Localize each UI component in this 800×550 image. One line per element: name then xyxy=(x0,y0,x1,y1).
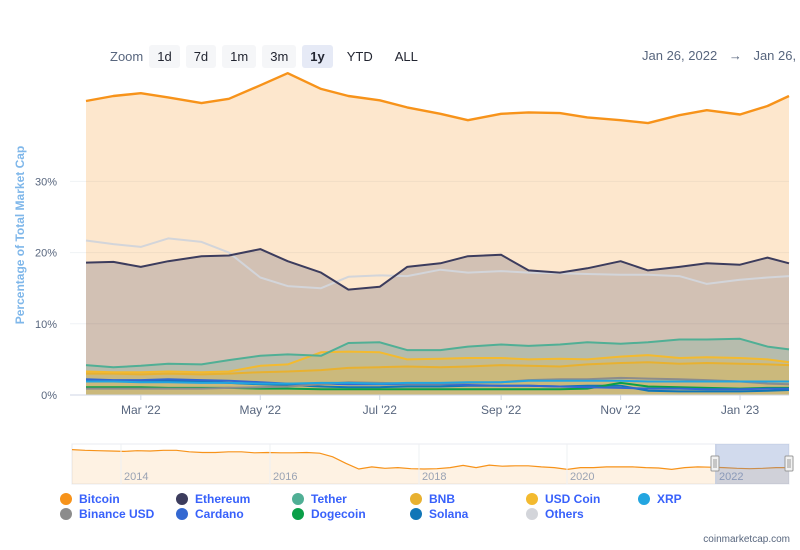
navigator-tick-label: 2020 xyxy=(570,471,594,483)
legend-item-bitcoin[interactable]: Bitcoin xyxy=(60,492,120,506)
legend-label: Ethereum xyxy=(195,492,251,506)
series-area-bitcoin xyxy=(86,73,789,395)
series-line-usd-coin[interactable] xyxy=(85,350,790,374)
legend-label: Dogecoin xyxy=(311,507,366,521)
x-tick-label: Jul '22 xyxy=(363,403,398,417)
legend-item-usd-coin[interactable]: USD Coin xyxy=(526,492,600,506)
range-arrow: → xyxy=(728,48,742,63)
y-tick-label: 0% xyxy=(41,390,57,402)
navigator-tick-label: 2018 xyxy=(422,471,446,483)
legend-label: Cardano xyxy=(195,507,244,521)
legend-item-ethereum[interactable]: Ethereum xyxy=(176,492,250,506)
series-line-xrp[interactable] xyxy=(86,379,789,385)
legend-item-others[interactable]: Others xyxy=(526,507,584,521)
legend-item-cardano[interactable]: Cardano xyxy=(176,507,244,521)
zoom-button-3m[interactable]: 3m xyxy=(262,44,297,68)
series-area-ethereum xyxy=(86,249,789,395)
legend-swatch xyxy=(176,508,188,520)
x-tick-label: Sep '22 xyxy=(481,403,522,417)
dominance-chart: 0% 10% 20% 30% Mar '22 May '22 Jul '22 Sep '22 N… xyxy=(13,72,794,485)
navigator-line xyxy=(71,449,789,471)
legend-item-binance-usd[interactable]: Binance USD xyxy=(60,507,154,521)
legend-label: XRP xyxy=(657,492,682,506)
legend-item-tether[interactable]: Tether xyxy=(292,492,347,506)
series-line-tether[interactable] xyxy=(85,337,790,369)
navigator-tick-label: 2014 xyxy=(124,471,148,483)
navigator[interactable]: 2014 2016 2018 2020 2022 xyxy=(71,443,794,485)
zoom-bar: Zoom 1d 7d 1m 3m 1y YTD ALL xyxy=(110,44,432,68)
credit-text: coinmarketcap.com xyxy=(703,534,790,545)
legend-label: Tether xyxy=(311,492,347,506)
legend-swatch xyxy=(526,508,538,520)
zoom-button-all[interactable]: ALL xyxy=(394,48,418,64)
date-range: Jan 26, 2022 → Jan 26, 2 xyxy=(642,48,800,63)
legend-swatch xyxy=(292,508,304,520)
x-tick-label: Jan '23 xyxy=(721,403,760,417)
zoom-button-1m[interactable]: 1m xyxy=(222,44,257,68)
navigator-tick-label: 2022 xyxy=(719,471,743,483)
legend-item-solana[interactable]: Solana xyxy=(410,507,468,521)
legend-swatch xyxy=(60,508,72,520)
navigator-area xyxy=(72,449,789,484)
x-tick-label: Mar '22 xyxy=(121,403,161,417)
navigator-handle-left[interactable] xyxy=(710,455,720,472)
legend-label: Bitcoin xyxy=(79,492,120,506)
y-tick-label: 10% xyxy=(35,319,57,331)
legend-swatch xyxy=(292,493,304,505)
series-line-bnb[interactable] xyxy=(86,361,790,376)
navigator-handle-right[interactable] xyxy=(784,455,794,472)
navigator-selection[interactable] xyxy=(715,444,789,484)
legend-label: Solana xyxy=(429,507,469,521)
legend-swatch xyxy=(410,508,422,520)
zoom-label: Zoom xyxy=(110,48,144,64)
zoom-button-ytd[interactable]: YTD xyxy=(346,48,373,64)
range-end-input[interactable]: Jan 26, 2 xyxy=(753,48,800,63)
legend-label: Binance USD xyxy=(79,507,155,521)
zoom-button-1y[interactable]: 1y xyxy=(302,44,333,68)
legend-swatch xyxy=(176,493,188,505)
x-tick-label: Nov '22 xyxy=(600,403,641,417)
series-line-solana[interactable] xyxy=(85,379,790,393)
legend-swatch xyxy=(60,493,72,505)
legend-swatch xyxy=(638,493,650,505)
legend-label: Others xyxy=(545,507,584,521)
navigator-frame xyxy=(71,443,790,485)
y-tick-label: 30% xyxy=(35,176,57,188)
zoom-button-1d[interactable]: 1d xyxy=(149,44,180,68)
legend-swatch xyxy=(410,493,422,505)
series-line-ethereum[interactable] xyxy=(85,248,790,291)
legend-item-xrp[interactable]: XRP xyxy=(638,492,682,506)
range-start-input[interactable]: Jan 26, 2022 xyxy=(642,48,718,63)
navigator-tick-label: 2016 xyxy=(273,471,297,483)
y-tick-label: 20% xyxy=(35,248,57,260)
legend-swatch xyxy=(526,493,538,505)
zoom-button-7d[interactable]: 7d xyxy=(185,44,217,68)
y-axis-title: Percentage of Total Market Cap xyxy=(13,146,27,325)
legend-label: BNB xyxy=(429,492,455,506)
series-line-bitcoin[interactable] xyxy=(85,72,790,125)
legend-item-dogecoin[interactable]: Dogecoin xyxy=(292,507,366,521)
legend-item-bnb[interactable]: BNB xyxy=(410,492,455,506)
series-line-others[interactable] xyxy=(85,237,790,290)
x-tick-label: May '22 xyxy=(239,403,281,417)
legend-label: USD Coin xyxy=(545,492,601,506)
